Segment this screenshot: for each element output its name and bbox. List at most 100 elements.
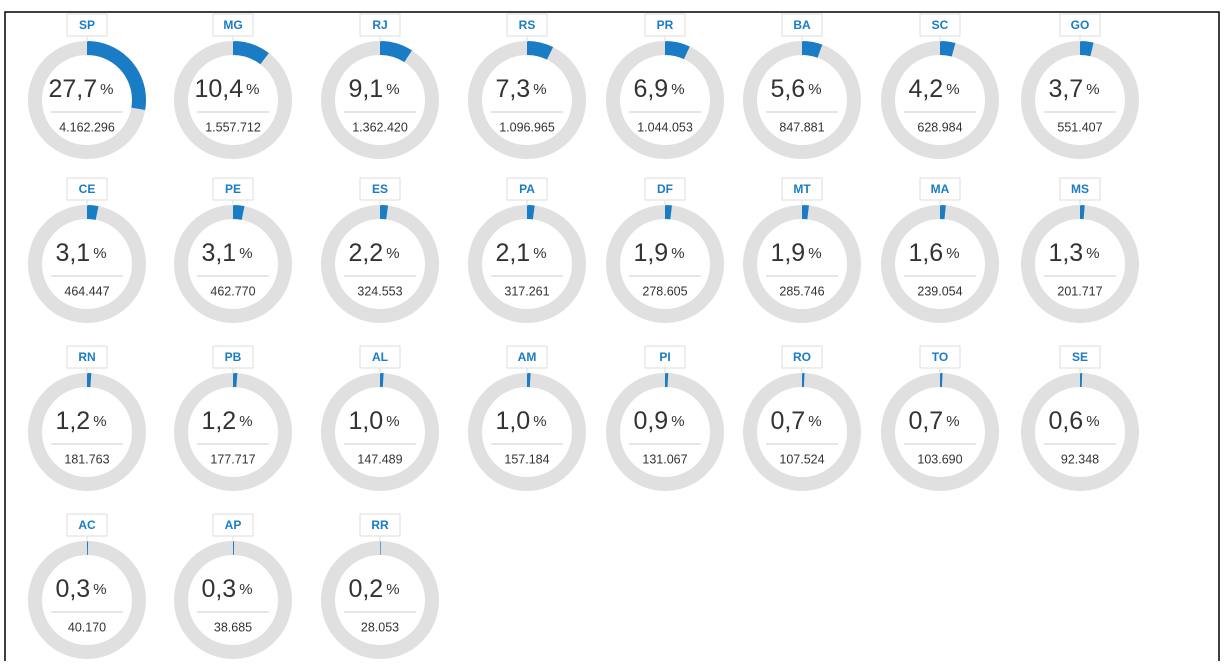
- count-label: 1.096.965: [499, 120, 555, 134]
- gauge-arc: [743, 373, 861, 491]
- gauge: PI 0,9 % 131.067: [606, 345, 724, 491]
- gauge-arc: [1021, 373, 1139, 491]
- gauge-arc: [468, 205, 586, 323]
- gauge-arc: [321, 205, 439, 323]
- gauge-arc: [174, 541, 292, 659]
- gauge: PE 3,1 % 462.770: [174, 177, 292, 323]
- state-code: PB: [225, 350, 242, 364]
- gauge-arc: [28, 205, 146, 323]
- percent-unit: %: [386, 245, 399, 262]
- gauge: RR 0,2 % 28.053: [321, 513, 439, 659]
- state-code: DF: [657, 182, 673, 196]
- gauge: MT 1,9 % 285.746: [743, 177, 861, 323]
- percent-value: 0,3: [201, 575, 236, 603]
- percent-unit: %: [93, 245, 106, 262]
- percent-unit: %: [946, 245, 959, 262]
- percent-label: 1,2%: [55, 407, 106, 435]
- gauge: PB 1,2 % 177.717: [174, 345, 292, 491]
- percent-value: 1,9: [770, 239, 805, 267]
- percent-label: 3,1%: [201, 239, 252, 267]
- gauge-arc: [321, 541, 439, 659]
- gauge: CE 3,1 % 464.447: [28, 177, 146, 323]
- count-label: 4.162.296: [59, 120, 115, 134]
- gauge-arc: [1021, 41, 1139, 159]
- percent-label: 10,4%: [194, 75, 259, 103]
- percent-unit: %: [671, 81, 684, 98]
- percent-value: 1,2: [55, 407, 90, 435]
- gauge-arc: [174, 205, 292, 323]
- count-label: 92.348: [1061, 452, 1099, 466]
- percent-unit: %: [808, 81, 821, 98]
- gauge: TO 0,7 % 103.690: [881, 345, 999, 491]
- gauge-arc: [28, 541, 146, 659]
- count-label: 464.447: [64, 284, 109, 298]
- gauge-arc: [606, 205, 724, 323]
- gauge-arc: [606, 41, 724, 159]
- gauge: AC 0,3 % 40.170: [28, 513, 146, 659]
- percent-value: 4,2: [908, 75, 943, 103]
- state-code: PE: [225, 182, 241, 196]
- count-label: 317.261: [504, 284, 549, 298]
- gauge-arc: [174, 41, 292, 159]
- percent-label: 27,7%: [48, 75, 113, 103]
- percent-unit: %: [386, 581, 399, 598]
- gauge-arc: [28, 41, 146, 159]
- percent-label: 1,9%: [770, 239, 821, 267]
- percent-unit: %: [946, 81, 959, 98]
- state-code: RO: [793, 350, 811, 364]
- state-code: SC: [932, 18, 949, 32]
- percent-unit: %: [946, 413, 959, 430]
- percent-unit: %: [100, 81, 113, 98]
- percent-value: 7,3: [495, 75, 530, 103]
- percent-value: 0,7: [908, 407, 943, 435]
- gauge: DF 1,9 % 278.605: [606, 177, 724, 323]
- percent-value: 6,9: [633, 75, 668, 103]
- percent-value: 27,7: [48, 75, 97, 103]
- state-code: SE: [1072, 350, 1088, 364]
- state-code: SP: [79, 18, 95, 32]
- percent-label: 0,7%: [908, 407, 959, 435]
- percent-value: 0,7: [770, 407, 805, 435]
- state-code: PI: [659, 350, 670, 364]
- gauge: RO 0,7 % 107.524: [743, 345, 861, 491]
- percent-label: 9,1%: [348, 75, 399, 103]
- percent-unit: %: [533, 413, 546, 430]
- percent-value: 1,9: [633, 239, 668, 267]
- state-code: PR: [657, 18, 674, 32]
- state-code: AP: [225, 518, 242, 532]
- state-code: RN: [78, 350, 95, 364]
- gauge: MG 10,4 % 1.557.712: [174, 13, 292, 159]
- percent-unit: %: [1086, 245, 1099, 262]
- percent-value: 1,0: [348, 407, 383, 435]
- gauge: BA 5,6 % 847.881: [743, 13, 861, 159]
- gauge-arc: [321, 41, 439, 159]
- percent-value: 1,2: [201, 407, 236, 435]
- percent-unit: %: [246, 81, 259, 98]
- frame: [4, 11, 1220, 666]
- gauge: SE 0,6 % 92.348: [1021, 345, 1139, 491]
- percent-unit: %: [93, 413, 106, 430]
- percent-value: 1,6: [908, 239, 943, 267]
- percent-unit: %: [239, 413, 252, 430]
- percent-value: 0,2: [348, 575, 383, 603]
- state-code: AL: [372, 350, 388, 364]
- count-label: 107.524: [779, 452, 824, 466]
- count-label: 40.170: [68, 620, 106, 634]
- gauge: RS 7,3 % 1.096.965: [468, 13, 586, 159]
- gauge-arc: [468, 41, 586, 159]
- state-code: RJ: [372, 18, 387, 32]
- percent-value: 2,2: [348, 239, 383, 267]
- percent-label: 1,9%: [633, 239, 684, 267]
- gauge-arc: [743, 205, 861, 323]
- percent-label: 0,7%: [770, 407, 821, 435]
- state-code: MA: [931, 182, 950, 196]
- state-code: TO: [932, 350, 948, 364]
- percent-label: 2,2%: [348, 239, 399, 267]
- count-label: 1.044.053: [637, 120, 693, 134]
- count-label: 1.362.420: [352, 120, 408, 134]
- gauge: PR 6,9 % 1.044.053: [606, 13, 724, 159]
- percent-label: 1,6%: [908, 239, 959, 267]
- gauge: MA 1,6 % 239.054: [881, 177, 999, 323]
